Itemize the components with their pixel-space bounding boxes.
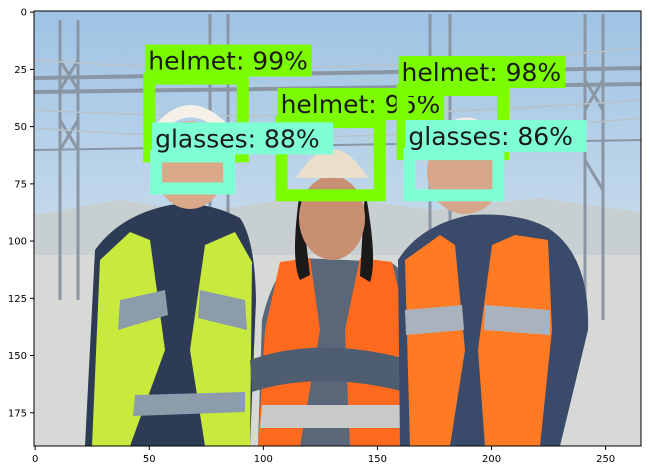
y-tick-label: 150 [8,351,27,362]
y-tick-label: 175 [8,408,27,419]
glasses-label-background [152,122,334,155]
x-tick-label: 0 [32,454,38,465]
x-tick-label: 50 [143,454,156,465]
y-tick-label: 0 [21,8,27,19]
worker-middle [250,149,411,446]
x-axis-ticks: 0 50 100 150 200 250 [32,446,615,465]
glasses-bounding-box [403,148,505,202]
x-tick-label: 100 [254,454,273,465]
worker-left [85,105,256,446]
y-tick-label: 25 [14,65,27,76]
axes-frame [33,10,642,447]
glasses-detection: glasses: 86% [403,120,587,202]
glasses-label: glasses: 86% [408,122,573,151]
glasses-bounding-box [150,150,236,195]
y-tick-label: 125 [8,294,27,305]
x-tick-label: 200 [482,454,501,465]
detection-overlay: helmet: 99%helmet: 96%helmet: 98%glasses… [143,44,587,202]
helmet-detection: helmet: 99% [143,44,312,163]
helmet-bounding-box [275,116,386,202]
helmet-label: helmet: 99% [148,47,308,76]
helmet-label-background [398,55,566,88]
helmet-label: helmet: 98% [402,58,562,87]
y-tick-label: 100 [8,237,27,248]
glasses-label-background [405,120,587,153]
helmet-label-background [145,44,312,77]
y-tick-label: 50 [14,122,27,133]
y-tick-label: 75 [14,179,27,190]
y-axis-ticks: 0 25 50 75 100 125 150 175 [8,8,34,419]
x-tick-label: 250 [596,454,615,465]
glasses-detection: glasses: 88% [150,122,334,195]
glasses-label: glasses: 88% [155,124,320,153]
x-tick-label: 150 [368,454,387,465]
